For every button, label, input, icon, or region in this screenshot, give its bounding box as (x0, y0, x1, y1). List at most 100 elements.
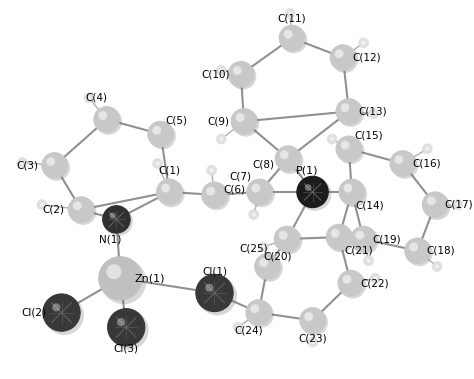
Text: C(10): C(10) (201, 69, 230, 79)
Circle shape (217, 66, 226, 75)
Circle shape (310, 340, 315, 344)
Circle shape (207, 166, 217, 175)
Circle shape (368, 108, 379, 119)
Circle shape (198, 276, 237, 315)
Circle shape (343, 275, 351, 284)
Circle shape (300, 308, 325, 333)
Circle shape (262, 245, 265, 249)
Text: C(2): C(2) (43, 205, 64, 215)
Circle shape (156, 179, 182, 205)
Circle shape (363, 255, 374, 266)
Circle shape (219, 137, 223, 141)
Circle shape (40, 203, 44, 207)
Circle shape (231, 109, 256, 134)
Circle shape (248, 180, 275, 207)
Text: C(24): C(24) (235, 325, 263, 335)
Circle shape (73, 201, 82, 210)
Circle shape (331, 46, 358, 73)
Circle shape (101, 259, 146, 304)
Circle shape (205, 283, 213, 292)
Circle shape (20, 161, 24, 164)
Circle shape (70, 198, 96, 225)
Circle shape (335, 49, 344, 58)
Circle shape (432, 261, 443, 272)
Circle shape (233, 66, 242, 75)
Circle shape (390, 151, 416, 176)
Circle shape (299, 178, 331, 211)
Circle shape (422, 192, 448, 218)
Circle shape (43, 154, 70, 181)
Circle shape (301, 309, 328, 336)
Circle shape (153, 158, 163, 168)
Circle shape (109, 310, 148, 350)
Circle shape (247, 301, 274, 328)
Circle shape (203, 183, 230, 210)
Circle shape (219, 68, 223, 72)
Circle shape (285, 9, 295, 18)
Text: C(20): C(20) (263, 252, 292, 262)
Circle shape (152, 158, 163, 169)
Text: C(4): C(4) (86, 93, 108, 103)
Circle shape (368, 109, 378, 118)
Circle shape (359, 38, 368, 48)
Text: C(5): C(5) (165, 115, 187, 125)
Circle shape (341, 103, 349, 112)
Circle shape (405, 238, 430, 263)
Text: C(25): C(25) (239, 244, 268, 254)
Circle shape (252, 213, 255, 216)
Circle shape (339, 179, 365, 205)
Circle shape (352, 227, 379, 254)
Circle shape (452, 199, 463, 210)
Circle shape (304, 312, 313, 321)
Circle shape (18, 158, 27, 168)
Text: C(11): C(11) (278, 13, 306, 23)
Circle shape (424, 193, 450, 220)
Circle shape (327, 134, 337, 144)
Circle shape (228, 61, 254, 87)
Circle shape (250, 304, 259, 313)
Circle shape (36, 199, 47, 210)
Circle shape (284, 8, 295, 19)
Circle shape (37, 200, 47, 210)
Circle shape (308, 337, 318, 347)
Circle shape (152, 126, 161, 135)
Circle shape (68, 197, 94, 222)
Circle shape (210, 168, 213, 172)
Circle shape (87, 96, 91, 100)
Text: C(7): C(7) (229, 171, 251, 181)
Circle shape (45, 296, 84, 335)
Circle shape (98, 111, 107, 120)
Circle shape (453, 200, 463, 210)
Circle shape (217, 134, 226, 144)
Circle shape (258, 241, 269, 252)
Circle shape (279, 25, 305, 51)
Circle shape (106, 264, 121, 279)
Circle shape (155, 161, 160, 166)
Circle shape (206, 165, 217, 176)
Text: Cl(3): Cl(3) (114, 344, 139, 354)
Circle shape (338, 270, 364, 296)
Circle shape (422, 143, 433, 154)
Circle shape (456, 203, 460, 207)
Circle shape (248, 209, 259, 220)
Circle shape (432, 262, 442, 271)
Circle shape (232, 110, 259, 137)
Circle shape (148, 121, 173, 147)
Circle shape (351, 226, 376, 252)
Circle shape (336, 136, 362, 161)
Text: C(8): C(8) (253, 160, 274, 169)
Text: C(13): C(13) (358, 106, 387, 116)
Circle shape (297, 176, 328, 208)
Circle shape (281, 27, 307, 53)
Circle shape (330, 45, 356, 70)
Text: Cl(2): Cl(2) (21, 308, 46, 318)
Circle shape (84, 93, 94, 103)
Circle shape (280, 150, 289, 159)
Text: C(3): C(3) (16, 160, 38, 171)
Text: C(18): C(18) (427, 246, 456, 256)
Circle shape (202, 182, 227, 208)
Circle shape (341, 141, 349, 149)
Circle shape (409, 243, 418, 251)
Text: C(16): C(16) (412, 158, 441, 169)
Circle shape (327, 133, 337, 144)
